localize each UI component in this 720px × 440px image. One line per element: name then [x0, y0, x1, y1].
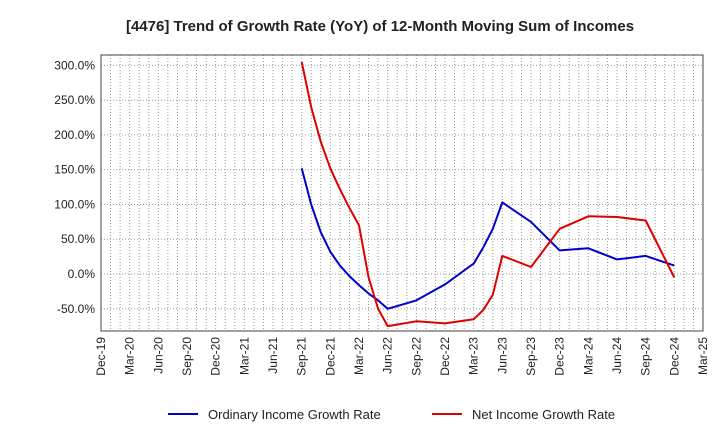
x-tick-label: Jun-22 — [381, 337, 395, 374]
x-tick-label: Sep-22 — [409, 337, 423, 376]
x-tick-label: Dec-20 — [209, 337, 223, 376]
x-axis-ticks: Dec-19 Mar-20 Jun-20 Sep-20 Dec-20 Mar-21 Jun-… — [94, 337, 710, 376]
x-tick-label: Dec-24 — [667, 337, 681, 376]
series-lines — [300, 61, 676, 328]
x-tick-label: Mar-20 — [123, 337, 137, 375]
y-tick-label: -50.0% — [57, 302, 95, 316]
x-tick-label: Jun-20 — [151, 337, 165, 374]
x-tick-label: Jun-21 — [266, 337, 280, 374]
y-tick-label: 250.0% — [54, 93, 95, 107]
y-tick-label: 50.0% — [61, 232, 95, 246]
x-tick-label: Jun-24 — [610, 337, 624, 374]
y-tick-label: 0.0% — [68, 267, 96, 281]
grid — [100, 55, 704, 331]
x-tick-label: Mar-21 — [237, 337, 251, 375]
x-tick-label: Sep-24 — [639, 337, 653, 376]
x-tick-label: Dec-22 — [438, 337, 452, 376]
y-axis-ticks: 300.0% 250.0% 200.0% 150.0% 100.0% 50.0% 0.0% -… — [54, 58, 95, 315]
legend: Ordinary Income Growth Rate Net Income Gr… — [168, 407, 615, 422]
y-tick-label: 300.0% — [54, 58, 95, 72]
y-tick-label: 100.0% — [54, 197, 95, 211]
x-tick-label: Mar-24 — [581, 337, 595, 375]
x-tick-label: Sep-21 — [295, 337, 309, 376]
y-tick-label: 150.0% — [54, 163, 95, 177]
x-tick-label: Sep-23 — [524, 337, 538, 376]
legend-label-1: Ordinary Income Growth Rate — [208, 407, 381, 422]
x-tick-label: Dec-21 — [323, 337, 337, 376]
chart-title: [4476] Trend of Growth Rate (YoY) of 12-… — [126, 18, 634, 35]
x-tick-label: Mar-22 — [352, 337, 366, 375]
x-tick-label: Mar-23 — [467, 337, 481, 375]
series-line-2 — [300, 61, 676, 328]
x-tick-label: Dec-23 — [553, 337, 567, 376]
y-tick-label: 200.0% — [54, 128, 95, 142]
plot-frame — [100, 54, 704, 332]
series-line-1 — [300, 168, 675, 310]
x-tick-label: Jun-23 — [495, 337, 509, 374]
x-tick-label: Sep-20 — [180, 337, 194, 376]
x-tick-label: Dec-19 — [94, 337, 108, 376]
x-tick-label: Mar-25 — [696, 337, 710, 375]
legend-label-2: Net Income Growth Rate — [472, 407, 615, 422]
